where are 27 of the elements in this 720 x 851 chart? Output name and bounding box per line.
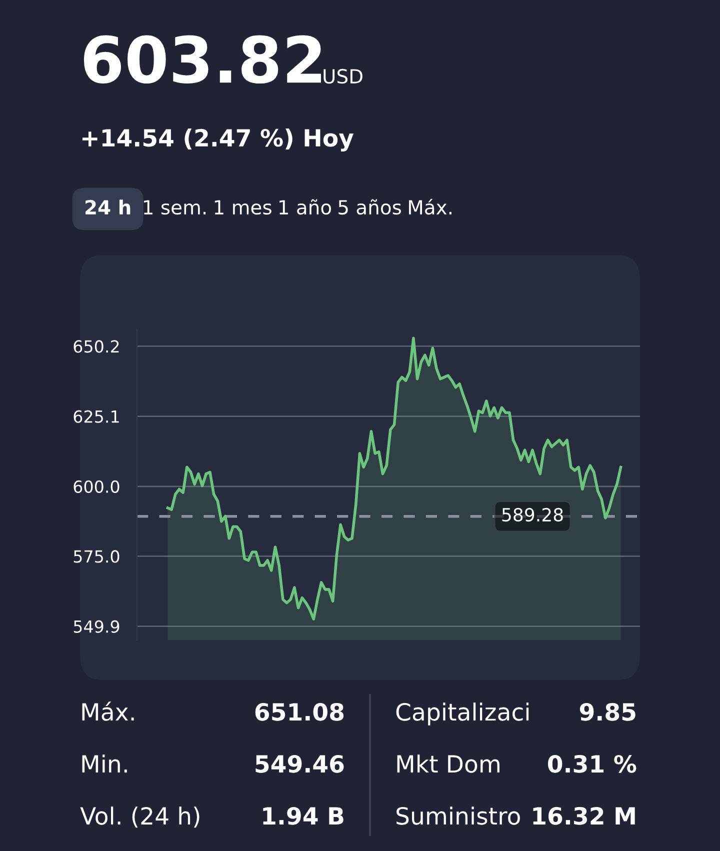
y-tick-label: 625.1 bbox=[74, 410, 119, 423]
text: 9.85 bbox=[580, 702, 636, 721]
text: 1.94 B bbox=[263, 807, 344, 825]
text: 0.31 % bbox=[548, 754, 636, 773]
text: 651.08 bbox=[255, 702, 344, 721]
text: 24 h bbox=[86, 200, 130, 214]
text: Capitalizaci bbox=[396, 702, 529, 726]
text: 1 sem. bbox=[144, 200, 206, 215]
text: Máx. bbox=[409, 198, 452, 215]
text: 549.46 bbox=[256, 755, 344, 773]
ref-line-label: 589.28 bbox=[502, 508, 563, 522]
text: Mkt Dom bbox=[397, 754, 500, 773]
chart-subtitle: +14.54 (2.47 %) Hoy bbox=[82, 128, 354, 152]
text: 1 mes bbox=[214, 200, 272, 215]
text: USD bbox=[324, 68, 362, 84]
text: Máx. bbox=[82, 702, 134, 721]
chart-title: 603.82 bbox=[84, 35, 321, 84]
text: Suministro bbox=[396, 806, 520, 825]
text: Vol. (24 h) bbox=[80, 806, 200, 828]
y-tick-label: 600.0 bbox=[74, 480, 120, 493]
y-tick-label: 549.9 bbox=[74, 620, 120, 633]
y-tick-label: 575.0 bbox=[74, 550, 120, 563]
y-tick-label: 650.2 bbox=[74, 340, 119, 353]
text: Min. bbox=[82, 754, 127, 773]
text: 1 año bbox=[280, 199, 331, 215]
text: 16.32 M bbox=[533, 806, 635, 825]
text: 5 años bbox=[338, 199, 401, 215]
